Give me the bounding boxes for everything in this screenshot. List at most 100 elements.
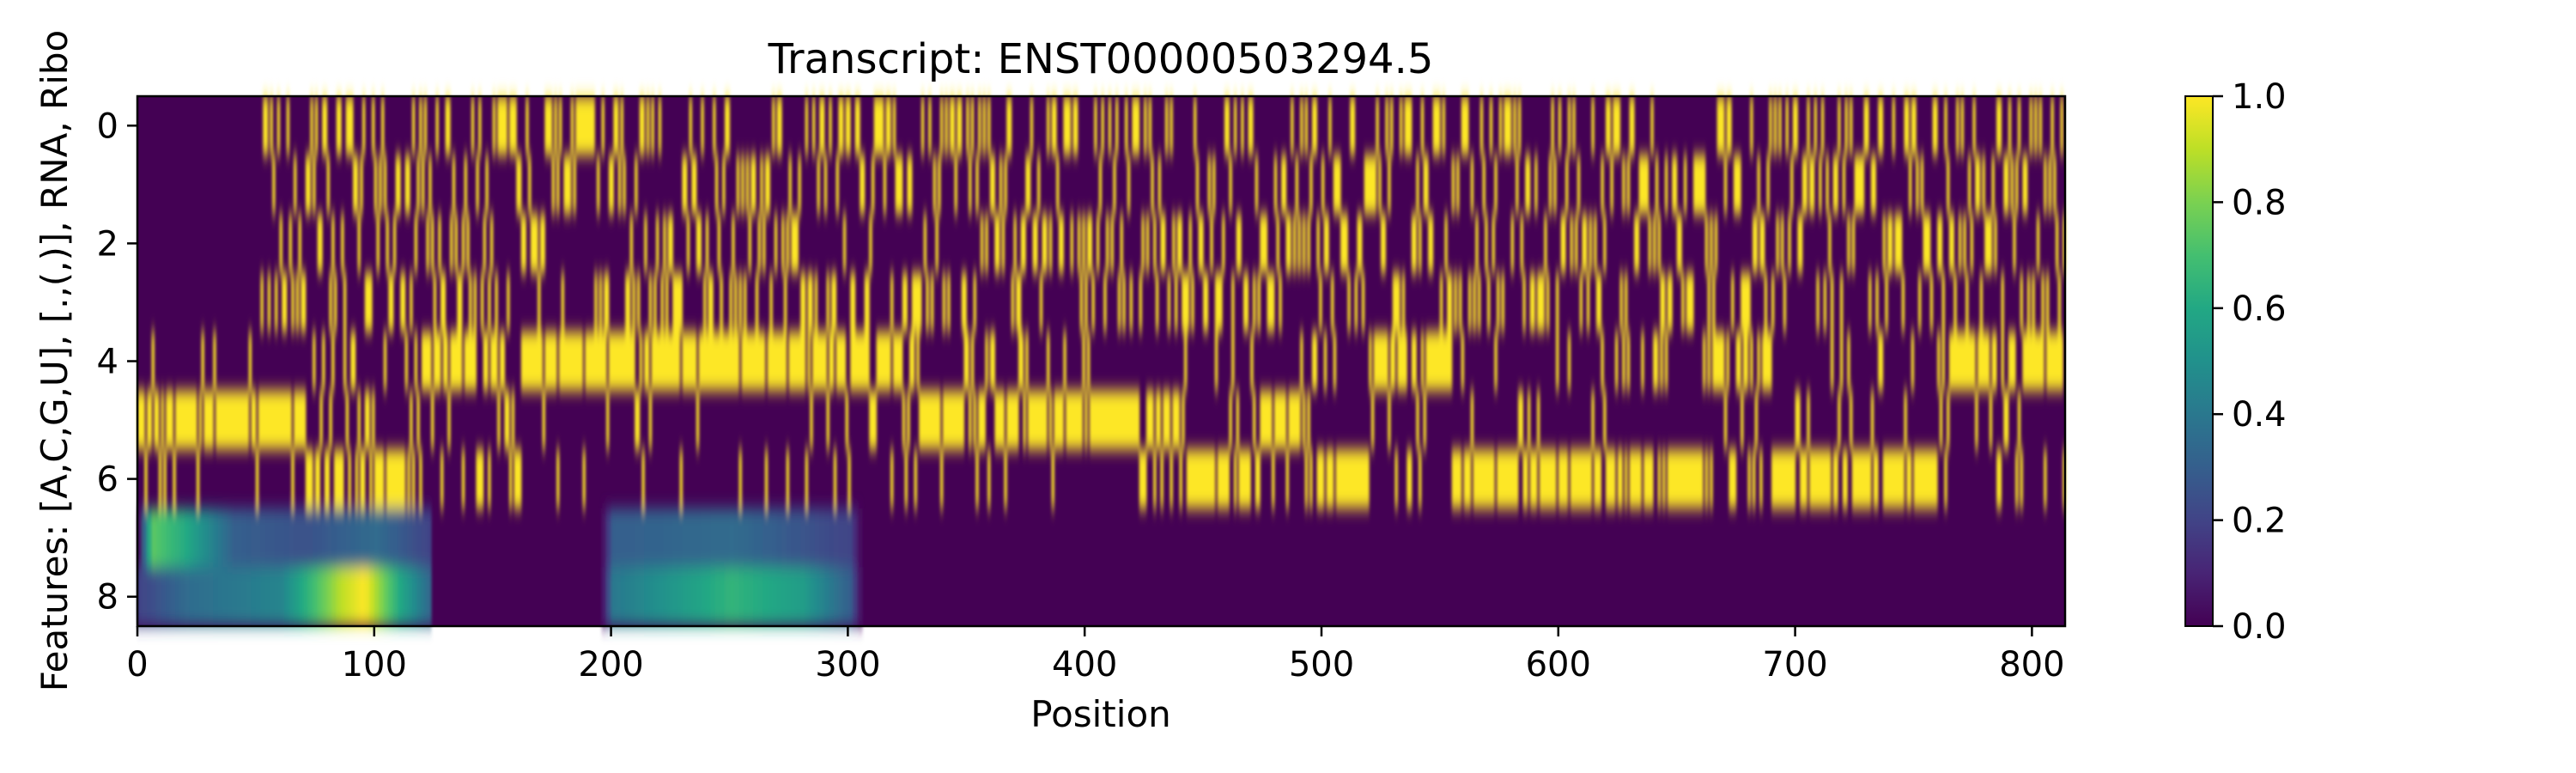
rna-signal-cell — [392, 508, 398, 568]
nucleotide-cell — [1295, 155, 1299, 215]
rna-signal-cell — [251, 508, 257, 568]
structure-cell — [1986, 332, 1990, 391]
ribo-signal-cell — [137, 567, 143, 626]
nucleotide-cell — [1238, 214, 1242, 273]
nucleotide-cell — [270, 96, 273, 155]
nucleotide-cell — [989, 155, 993, 215]
nucleotide-cell — [1773, 96, 1777, 155]
structure-cell — [679, 449, 683, 508]
structure-cell — [1331, 449, 1334, 508]
ribo-signal-cell — [772, 567, 778, 626]
nucleotide-cell — [982, 96, 986, 155]
rna-signal-cell — [217, 508, 223, 568]
structure-cell — [2013, 332, 2016, 391]
structure-cell — [852, 332, 856, 391]
rna-signal-cell — [800, 508, 806, 568]
structure-cell — [1819, 449, 1822, 508]
rna-signal-cell — [748, 508, 754, 568]
structure-cell — [270, 390, 273, 450]
nucleotide-cell — [274, 272, 278, 332]
nucleotide-cell — [819, 96, 823, 155]
nucleotide-cell — [317, 214, 320, 273]
structure-cell — [1224, 449, 1228, 508]
rna-signal-cell — [161, 508, 167, 568]
rna-signal-cell — [255, 508, 262, 568]
structure-cell — [167, 390, 172, 450]
rna-signal-cell — [137, 508, 143, 568]
structure-cell — [975, 449, 979, 508]
nucleotide-cell — [919, 272, 922, 332]
nucleotide-cell — [1260, 214, 1263, 273]
structure-cell — [1032, 390, 1036, 450]
nucleotide-cell — [1108, 96, 1112, 155]
structure-cell — [655, 332, 659, 391]
nucleotide-cell — [750, 155, 754, 215]
structure-cell — [1163, 390, 1166, 450]
nucleotide-cell — [461, 214, 465, 273]
nucleotide-cell — [1200, 214, 1204, 273]
ribo-signal-cell — [411, 567, 418, 626]
nucleotide-cell — [538, 272, 541, 332]
ribo-signal-cell — [421, 567, 428, 626]
nucleotide-cell — [1809, 155, 1813, 215]
nucleotide-cell — [1127, 155, 1131, 215]
nucleotide-cell — [528, 155, 532, 215]
structure-cell — [734, 332, 738, 391]
structure-cell — [179, 390, 184, 450]
nucleotide-cell — [1479, 96, 1484, 155]
nucleotide-cell — [2050, 96, 2054, 155]
structure-cell — [1873, 449, 1876, 508]
nucleotide-cell — [926, 272, 929, 332]
structure-cell — [173, 449, 176, 508]
nucleotide-cell — [1079, 272, 1084, 332]
structure-cell — [1766, 332, 1770, 391]
nucleotide-cell — [970, 96, 975, 155]
nucleotide-cell — [1714, 214, 1718, 273]
nucleotide-cell — [1494, 155, 1498, 215]
nucleotide-cell — [1170, 96, 1173, 155]
rna-signal-cell — [142, 508, 148, 568]
structure-cell — [841, 332, 844, 391]
ribo-signal-cell — [629, 567, 635, 626]
rna-signal-cell — [289, 508, 295, 568]
structure-cell — [1122, 390, 1126, 450]
structure-cell — [902, 390, 906, 450]
nucleotide-cell — [1994, 214, 1997, 273]
structure-cell — [980, 390, 984, 450]
structure-cell — [1929, 449, 1934, 508]
rna-signal-cell — [833, 508, 839, 568]
nucleotide-cell — [1704, 214, 1709, 273]
structure-cell — [1681, 449, 1685, 508]
structure-cell — [1229, 390, 1232, 450]
nucleotide-cell — [445, 96, 448, 155]
structure-cell — [1328, 449, 1332, 508]
ribo-signal-cell — [744, 567, 750, 626]
ribo-signal-cell — [189, 567, 195, 626]
structure-cell — [608, 332, 612, 391]
rna-signal-cell — [241, 508, 247, 568]
nucleotide-cell — [636, 272, 641, 332]
nucleotide-cell — [814, 272, 818, 332]
structure-cell — [1556, 332, 1559, 391]
structure-cell — [1222, 449, 1225, 508]
nucleotide-cell — [388, 272, 392, 332]
structure-cell — [1889, 449, 1893, 508]
structure-cell — [566, 332, 569, 391]
structure-cell — [177, 390, 181, 450]
nucleotide-cell — [1899, 214, 1903, 273]
rna-signal-cell — [639, 508, 645, 568]
ribo-signal-cell — [270, 567, 276, 626]
nucleotide-cell — [1075, 96, 1078, 155]
rna-signal-cell — [658, 508, 664, 568]
structure-cell — [2015, 449, 2019, 508]
structure-cell — [492, 332, 496, 391]
structure-cell — [1820, 449, 1825, 508]
nucleotide-cell — [1570, 214, 1573, 273]
structure-cell — [1316, 449, 1320, 508]
structure-cell — [504, 390, 507, 450]
ribo-signal-cell — [611, 567, 617, 626]
structure-cell — [1541, 449, 1545, 508]
structure-cell — [1859, 449, 1862, 508]
structure-cell — [814, 332, 818, 391]
structure-cell — [835, 332, 839, 391]
